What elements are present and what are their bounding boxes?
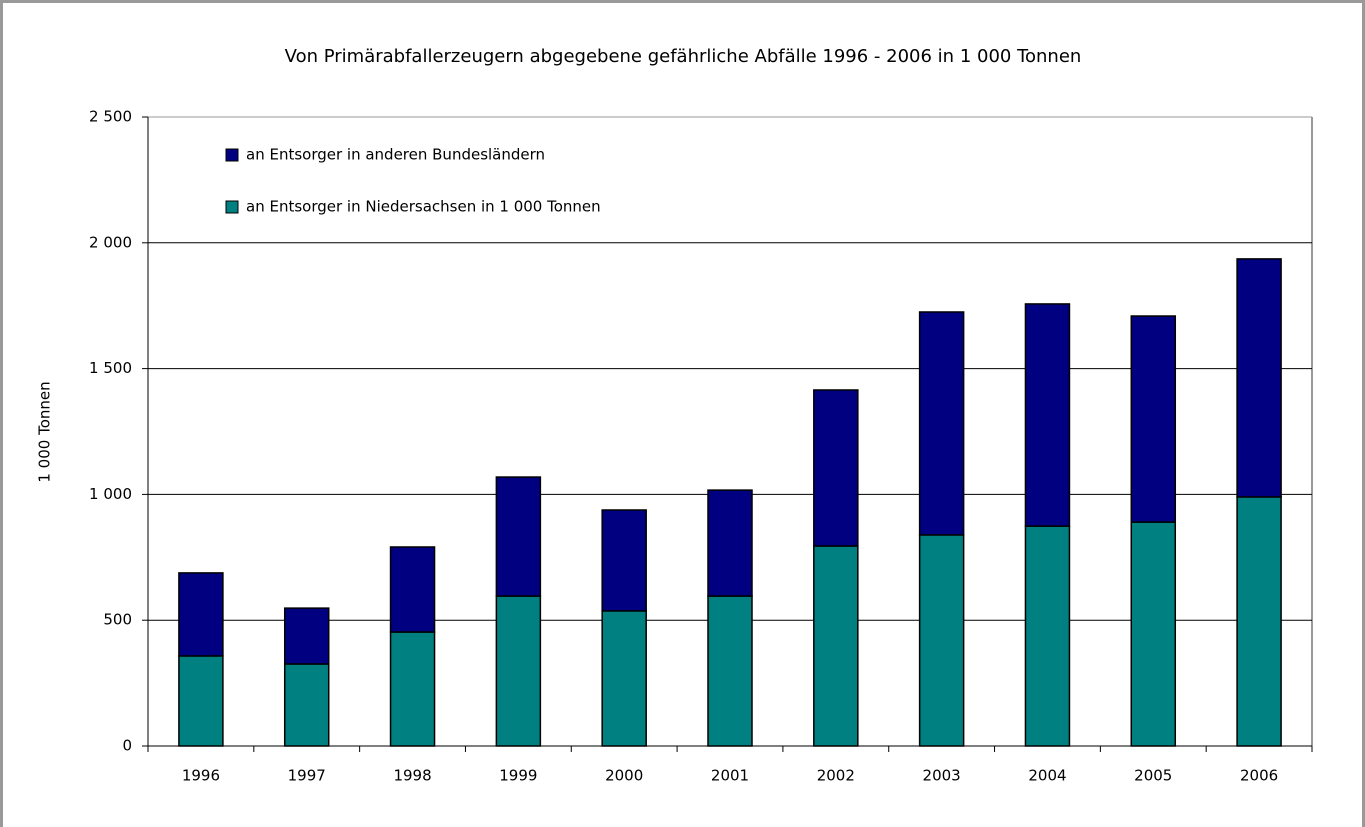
bar-segment: [813, 545, 859, 747]
x-tick-label: 2004: [1028, 767, 1066, 785]
bar-segment: [283, 663, 330, 747]
bar-segment: [1130, 315, 1177, 523]
bar-segment: [283, 607, 330, 665]
y-tick-label: 0: [122, 737, 132, 755]
legend-swatch: [225, 148, 239, 162]
bar-segment: [178, 655, 224, 747]
y-tick-label: 1 000: [89, 485, 132, 503]
bar-segment: [601, 509, 647, 612]
x-tick-label: 2006: [1240, 767, 1278, 785]
x-tick-label: 2003: [923, 767, 961, 785]
bar-segment: [389, 631, 436, 747]
x-tick-label: 1997: [288, 767, 326, 785]
bar-segment: [495, 595, 542, 747]
bar-segment: [1236, 258, 1282, 498]
bar-segment: [813, 389, 859, 547]
x-tick-label: 2002: [817, 767, 855, 785]
legend-label: an Entsorger in anderen Bundesländern: [246, 146, 545, 164]
bar-segment: [918, 534, 965, 747]
x-tick-label: 1999: [499, 767, 537, 785]
legend-label: an Entsorger in Niedersachsen in 1 000 T…: [246, 198, 601, 216]
bar-segment: [1024, 525, 1071, 747]
y-tick-label: 500: [103, 611, 132, 629]
bar-segment: [1024, 303, 1071, 527]
bar-segment: [918, 311, 965, 536]
x-tick-label: 2005: [1134, 767, 1172, 785]
y-tick-label: 1 500: [89, 359, 132, 377]
bar-segment: [178, 572, 224, 657]
bar-segment: [707, 595, 753, 747]
x-tick-label: 1998: [393, 767, 431, 785]
y-axis-label: 1 000 Tonnen: [36, 381, 54, 482]
legend-swatch: [225, 200, 239, 214]
y-tick-label: 2 500: [89, 108, 132, 126]
bar-segment: [495, 476, 542, 597]
y-tick-label: 2 000: [89, 233, 132, 251]
x-tick-label: 2001: [711, 767, 749, 785]
bar-segment: [601, 610, 647, 747]
x-tick-label: 1996: [182, 767, 220, 785]
bar-segment: [707, 489, 753, 597]
chart-title: Von Primärabfallerzeugern abgegebene gef…: [285, 46, 1082, 67]
bar-segment: [1130, 521, 1177, 747]
bar-segment: [1236, 496, 1282, 747]
x-tick-label: 2000: [605, 767, 643, 785]
bar-segment: [389, 546, 436, 633]
